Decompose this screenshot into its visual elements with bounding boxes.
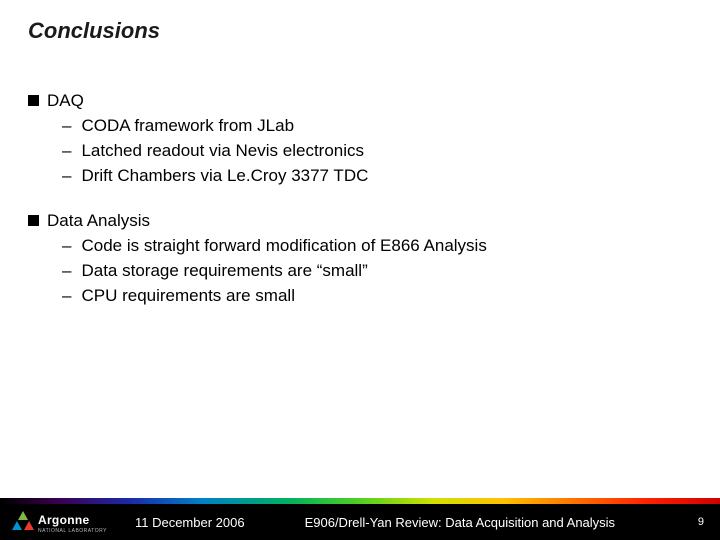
footer-bar: Argonne NATIONAL LABORATORY 11 December … (0, 504, 720, 540)
bullet-label: DAQ (47, 90, 84, 113)
list-item: – CODA framework from JLab (62, 115, 692, 138)
dash-icon: – (62, 115, 71, 138)
sub-list-daq: – CODA framework from JLab – Latched rea… (62, 115, 692, 188)
bullet-data-analysis: Data Analysis (28, 210, 692, 233)
logo-text-wrap: Argonne NATIONAL LABORATORY (38, 511, 107, 534)
dash-icon: – (62, 165, 71, 188)
dash-icon: – (62, 140, 71, 163)
list-item: – Latched readout via Nevis electronics (62, 140, 692, 163)
list-item-text: CPU requirements are small (81, 285, 295, 308)
logo-name: Argonne (38, 513, 89, 527)
logo-sub: NATIONAL LABORATORY (38, 528, 107, 534)
bullet-label: Data Analysis (47, 210, 150, 233)
footer-title: E906/Drell-Yan Review: Data Acquisition … (305, 515, 615, 530)
slide-title: Conclusions (28, 18, 160, 44)
list-item: – CPU requirements are small (62, 285, 692, 308)
content-area: DAQ – CODA framework from JLab – Latched… (28, 90, 692, 330)
list-item-text: Drift Chambers via Le.Croy 3377 TDC (81, 165, 368, 188)
list-item: – Code is straight forward modification … (62, 235, 692, 258)
list-item: – Data storage requirements are “small” (62, 260, 692, 283)
square-bullet-icon (28, 215, 39, 226)
logo-mark-icon (12, 511, 34, 533)
bullet-daq: DAQ (28, 90, 692, 113)
footer-date: 11 December 2006 (135, 515, 245, 530)
sub-list-data-analysis: – Code is straight forward modification … (62, 235, 692, 308)
list-item-text: CODA framework from JLab (81, 115, 294, 138)
square-bullet-icon (28, 95, 39, 106)
page-number: 9 (698, 516, 704, 528)
slide: Conclusions DAQ – CODA framework from JL… (0, 0, 720, 540)
argonne-logo: Argonne NATIONAL LABORATORY (12, 511, 107, 534)
list-item: – Drift Chambers via Le.Croy 3377 TDC (62, 165, 692, 188)
dash-icon: – (62, 260, 71, 283)
list-item-text: Latched readout via Nevis electronics (81, 140, 364, 163)
list-item-text: Data storage requirements are “small” (81, 260, 367, 283)
dash-icon: – (62, 285, 71, 308)
list-item-text: Code is straight forward modification of… (81, 235, 486, 258)
dash-icon: – (62, 235, 71, 258)
